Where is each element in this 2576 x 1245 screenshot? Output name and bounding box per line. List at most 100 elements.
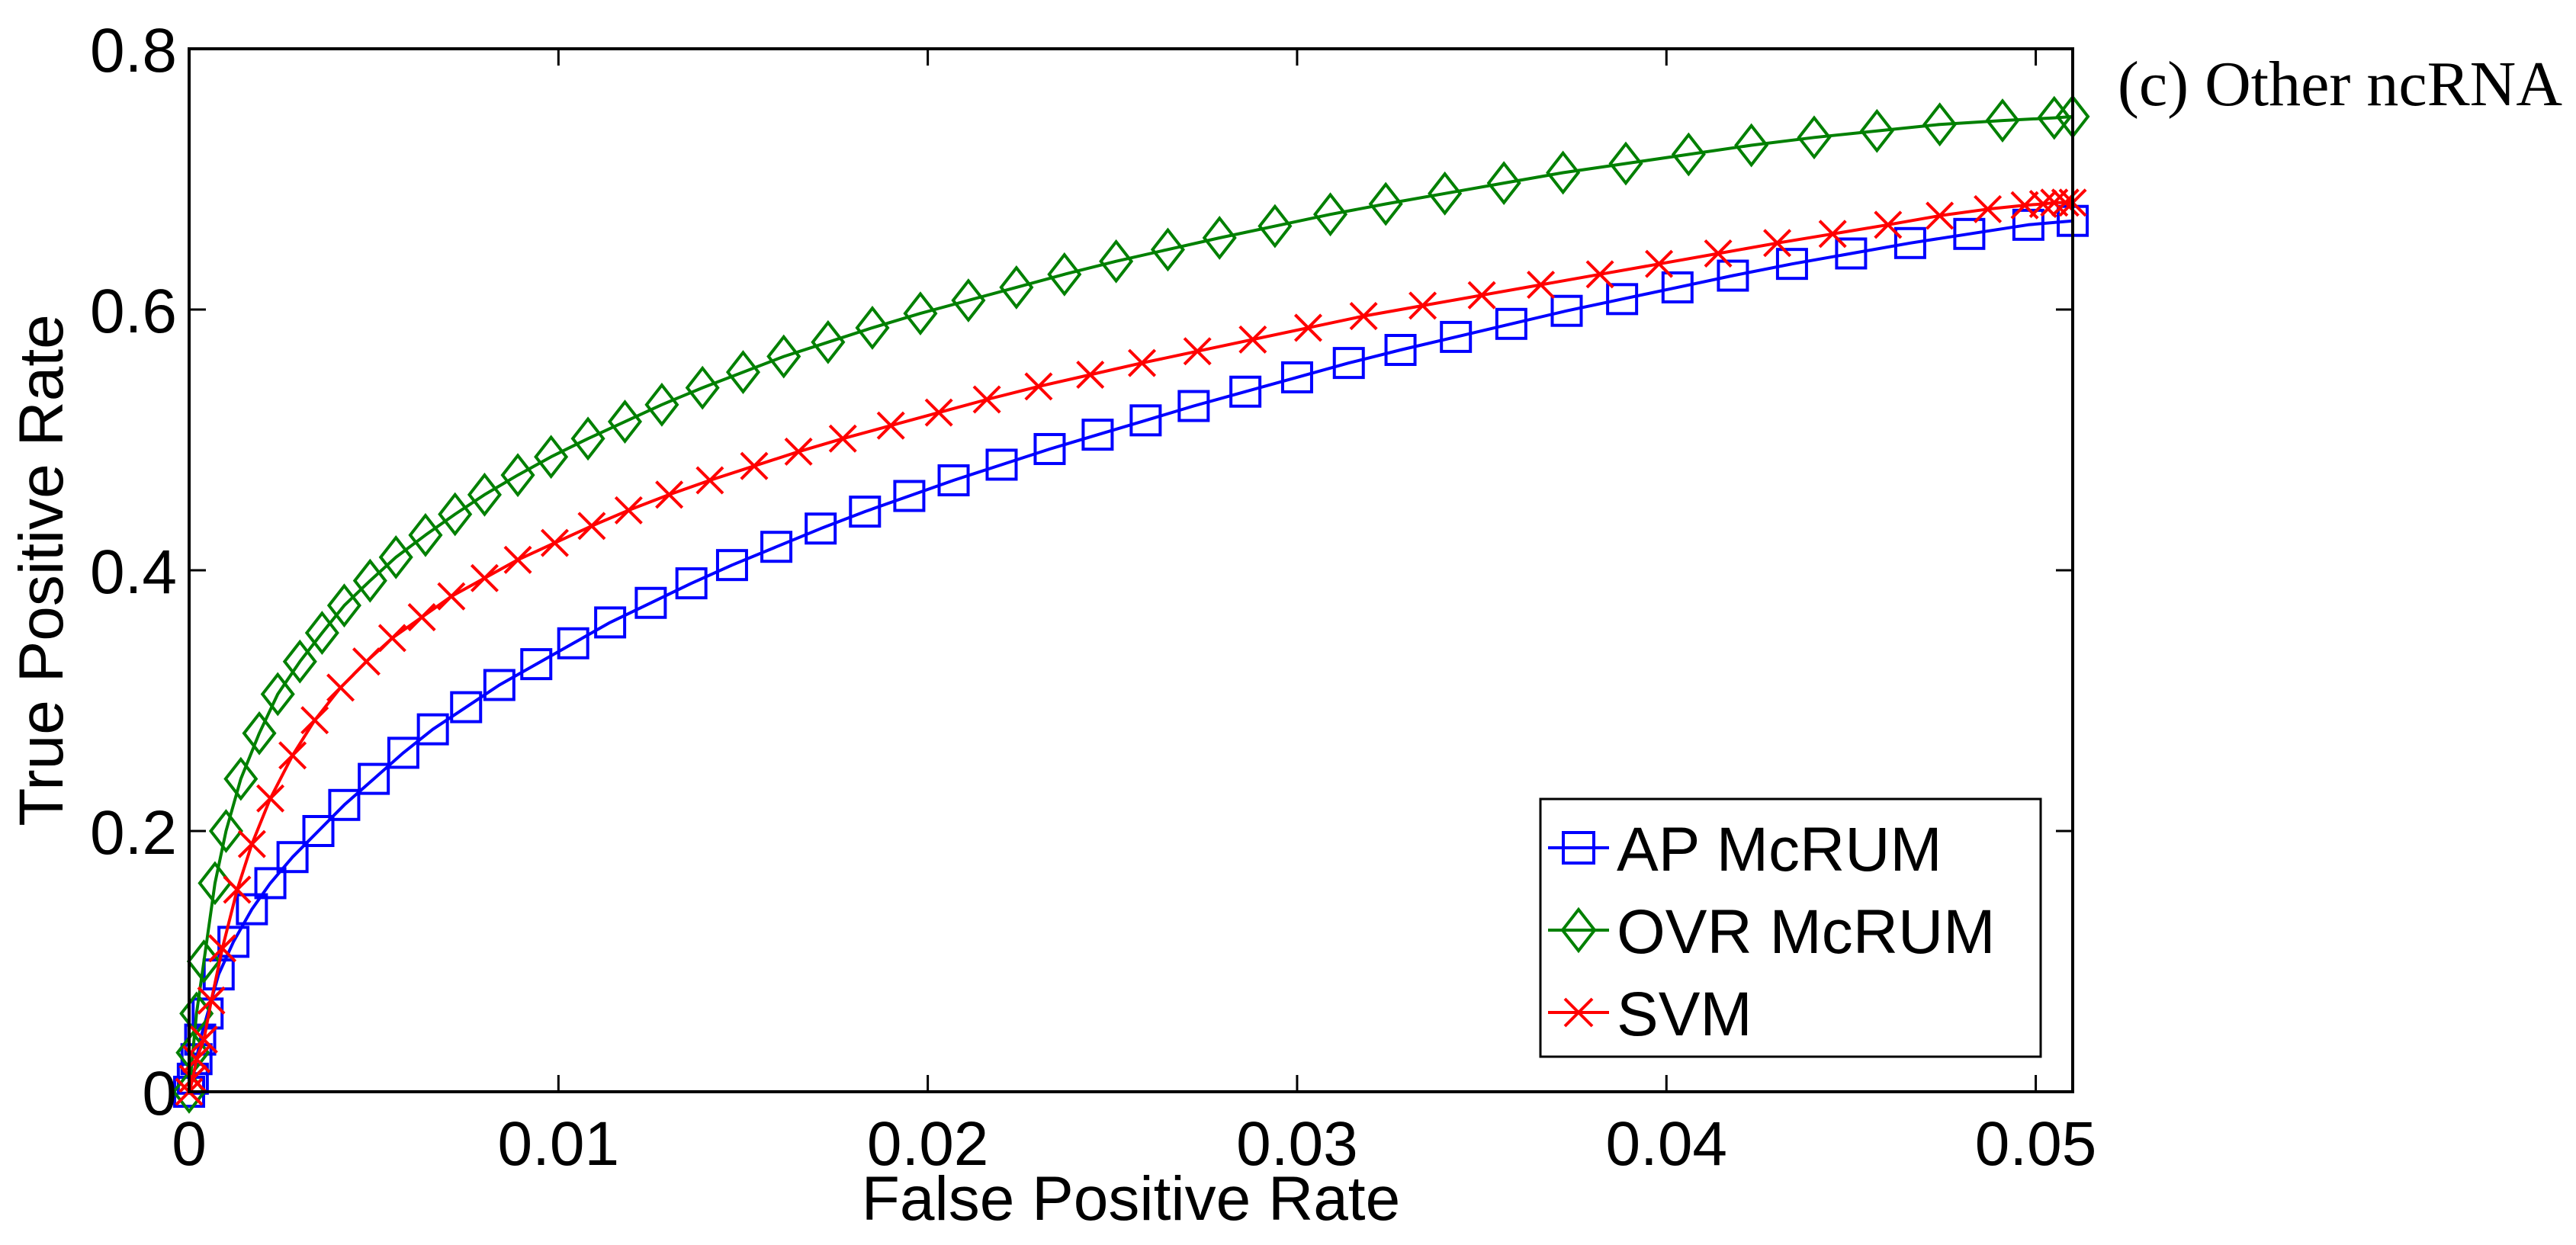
data-point-svm <box>1704 239 1733 268</box>
data-point-svm <box>655 480 684 509</box>
data-point-svm <box>1467 281 1496 310</box>
data-point-ovr-mcrum <box>1671 132 1706 177</box>
x-marker-stroke <box>784 437 813 466</box>
data-point-ap-mcrum <box>937 464 970 497</box>
legend-items: AP McRUM OVR McRUM SVM <box>1548 815 1996 1049</box>
data-point-ap-mcrum <box>236 893 268 926</box>
data-point-svm <box>1763 229 1792 258</box>
legend-label: SVM <box>1617 980 1752 1049</box>
data-point-svm <box>237 829 266 858</box>
data-point-svm <box>1238 325 1267 354</box>
data-point-svm <box>924 398 953 427</box>
x-tick-label: 0.02 <box>867 1109 989 1179</box>
data-point-ap-mcrum <box>450 691 483 724</box>
data-point-svm <box>208 934 237 963</box>
data-point-ovr-mcrum <box>1922 102 1958 147</box>
series-layer <box>172 95 2090 1114</box>
x-marker-stroke <box>924 398 953 427</box>
series-ap-mcrum <box>173 204 2089 1108</box>
x-marker-stroke <box>300 706 329 735</box>
data-point-ap-mcrum <box>328 788 361 821</box>
data-point-ovr-mcrum <box>282 639 317 684</box>
x-tick-label: 0.05 <box>1975 1109 2097 1179</box>
data-point-ap-mcrum <box>1280 361 1313 393</box>
x-marker-stroke <box>1818 220 1847 249</box>
data-point-ovr-mcrum <box>1099 239 1134 284</box>
data-point-svm <box>352 647 381 676</box>
x-marker-stroke <box>1645 249 1674 278</box>
data-point-ovr-mcrum <box>951 278 986 322</box>
x-marker-stroke <box>1467 281 1496 310</box>
x-marker-stroke <box>1293 313 1322 342</box>
series-line-ovr-mcrum <box>188 114 2073 1093</box>
data-point-svm <box>326 673 355 702</box>
data-point-ap-mcrum <box>1606 283 1639 316</box>
data-point-svm <box>1974 194 2003 223</box>
x-marker-stroke <box>237 829 266 858</box>
data-point-svm <box>972 385 1001 414</box>
x-marker-stroke <box>1704 239 1733 268</box>
legend-label: AP McRUM <box>1617 815 1942 884</box>
data-point-ovr-mcrum <box>408 512 443 557</box>
x-marker-stroke <box>1527 270 1556 300</box>
legend-item-ap-mcrum: AP McRUM <box>1548 815 1942 884</box>
x-marker-stroke <box>1763 229 1792 258</box>
x-marker-stroke <box>828 424 857 453</box>
x-marker-stroke <box>377 624 406 653</box>
data-point-ap-mcrum <box>254 867 287 900</box>
data-point-svm <box>223 875 252 904</box>
data-point-svm <box>740 451 769 480</box>
x-marker-stroke <box>1128 348 1157 377</box>
data-point-ap-mcrum <box>893 480 926 512</box>
data-point-ap-mcrum <box>715 549 748 582</box>
data-point-ovr-mcrum <box>1546 150 1581 195</box>
legend: AP McRUM OVR McRUM SVM <box>1539 797 2042 1058</box>
x-marker-stroke <box>208 934 237 963</box>
data-point-ovr-mcrum <box>223 756 259 801</box>
x-marker-stroke <box>614 496 643 525</box>
data-point-svm <box>407 603 436 632</box>
data-point-ap-mcrum <box>760 531 793 563</box>
data-point-svm <box>1874 210 1903 239</box>
data-point-svm <box>1645 249 1674 278</box>
x-marker-stroke <box>1024 372 1053 401</box>
data-point-ovr-mcrum <box>2037 95 2072 140</box>
data-point-ovr-mcrum <box>1608 141 1643 186</box>
y-tick-label: 0.2 <box>90 798 177 868</box>
data-point-svm <box>1349 302 1378 331</box>
data-point-ovr-mcrum <box>725 350 761 394</box>
data-point-svm <box>1293 313 1322 342</box>
data-point-ap-mcrum <box>1033 432 1066 465</box>
data-point-svm <box>256 784 285 813</box>
data-point-ovr-mcrum <box>304 611 339 655</box>
data-point-ovr-mcrum <box>1150 227 1185 272</box>
data-point-svm <box>1024 372 1053 401</box>
x-marker-stroke <box>223 875 252 904</box>
data-point-svm <box>503 545 532 574</box>
data-point-ap-mcrum <box>276 841 309 874</box>
x-marker-stroke <box>1238 325 1267 354</box>
series-line-ap-mcrum <box>188 219 2073 1093</box>
data-point-ap-mcrum <box>1332 347 1365 380</box>
data-point-ovr-mcrum <box>855 306 890 350</box>
data-point-svm <box>437 582 466 611</box>
data-point-ovr-mcrum <box>1486 161 1521 206</box>
data-point-svm <box>695 466 724 495</box>
data-point-ap-mcrum <box>483 669 516 701</box>
data-point-ovr-mcrum <box>1797 115 1832 160</box>
x-marker-stroke <box>1408 291 1437 320</box>
y-axis-ticks: 0 0.2 0.4 0.6 0.8 <box>90 16 2073 1128</box>
data-point-ovr-mcrum <box>438 492 473 537</box>
data-point-ap-mcrum <box>985 448 1018 481</box>
x-marker-stroke <box>1874 210 1903 239</box>
data-point-ap-mcrum <box>217 926 250 958</box>
data-point-svm <box>876 411 905 440</box>
data-point-ap-mcrum <box>1550 294 1583 327</box>
data-point-ovr-mcrum <box>1312 192 1348 237</box>
data-point-ovr-mcrum <box>467 472 502 517</box>
legend-marker-ovr-mcrum <box>1560 906 1597 954</box>
data-point-ap-mcrum <box>358 762 390 795</box>
x-marker-stroke <box>1183 337 1212 366</box>
data-point-ovr-mcrum <box>1985 98 2020 143</box>
data-point-ap-mcrum <box>1775 248 1808 281</box>
